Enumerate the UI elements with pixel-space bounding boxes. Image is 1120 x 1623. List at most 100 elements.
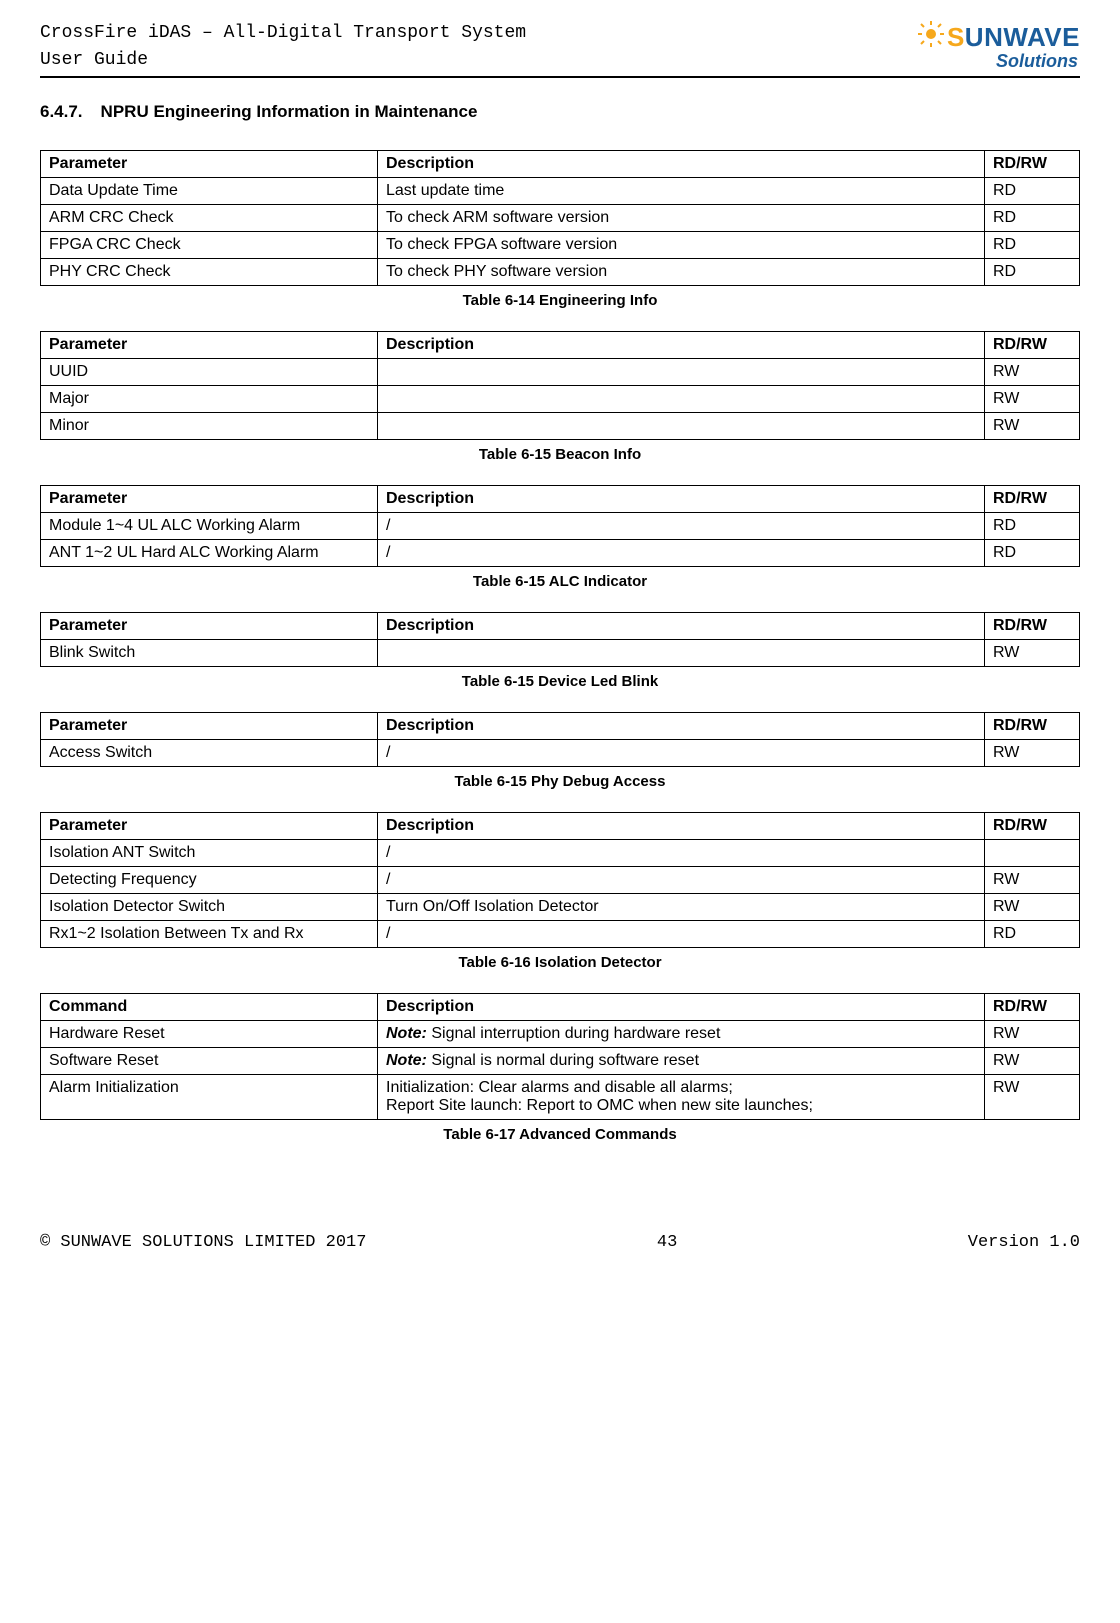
table-cell: Alarm Initialization [41,1075,378,1120]
table-row: Software ResetNote: Signal is normal dur… [41,1048,1080,1075]
table-header-cell: Parameter [41,486,378,513]
table-cell: To check ARM software version [378,205,985,232]
table-cell: Last update time [378,178,985,205]
data-table: ParameterDescriptionRD/RWData Update Tim… [40,150,1080,286]
table-cell: Turn On/Off Isolation Detector [378,894,985,921]
table-cell: RW [985,1021,1080,1048]
table-cell: ANT 1~2 UL Hard ALC Working Alarm [41,540,378,567]
data-table: ParameterDescriptionRD/RWAccess Switch/R… [40,712,1080,767]
table-header-cell: Parameter [41,813,378,840]
table-block: ParameterDescriptionRD/RWUUIDRWMajorRWMi… [40,331,1080,463]
table-cell: RD [985,513,1080,540]
table-cell: RW [985,1075,1080,1120]
table-row: Isolation ANT Switch/ [41,840,1080,867]
footer-page-number: 43 [657,1233,677,1252]
data-table: ParameterDescriptionRD/RWModule 1~4 UL A… [40,485,1080,567]
table-cell: Isolation Detector Switch [41,894,378,921]
table-block: ParameterDescriptionRD/RWAccess Switch/R… [40,712,1080,790]
table-caption: Table 6-14 Engineering Info [40,292,1080,309]
table-row: Detecting Frequency/RW [41,867,1080,894]
table-cell: Isolation ANT Switch [41,840,378,867]
table-cell: / [378,540,985,567]
table-header-cell: Description [378,151,985,178]
table-row: PHY CRC CheckTo check PHY software versi… [41,259,1080,286]
table-header-cell: Description [378,813,985,840]
header-title-line1: CrossFire iDAS – All-Digital Transport S… [40,20,526,47]
table-cell: RW [985,1048,1080,1075]
table-caption: Table 6-17 Advanced Commands [40,1126,1080,1143]
table-header-cell: RD/RW [985,713,1080,740]
logo-text-rest: UNWAVE [965,22,1080,53]
table-cell: RW [985,894,1080,921]
table-cell: RD [985,540,1080,567]
data-table: ParameterDescriptionRD/RWUUIDRWMajorRWMi… [40,331,1080,440]
logo-wordmark: SUNWAVE [917,20,1080,55]
table-row: Data Update TimeLast update timeRD [41,178,1080,205]
table-header-cell: Parameter [41,613,378,640]
brand-logo: SUNWAVE Solutions [917,20,1080,72]
logo-text-s: S [947,22,965,53]
table-row: Alarm InitializationInitialization: Clea… [41,1075,1080,1120]
table-cell [378,386,985,413]
table-cell: Note: Signal is normal during software r… [378,1048,985,1075]
table-cell: RD [985,232,1080,259]
table-cell: Software Reset [41,1048,378,1075]
header-title: CrossFire iDAS – All-Digital Transport S… [40,20,526,74]
table-row: MinorRW [41,413,1080,440]
page-footer: © SUNWAVE SOLUTIONS LIMITED 2017 43 Vers… [40,1233,1080,1262]
table-row: FPGA CRC CheckTo check FPGA software ver… [41,232,1080,259]
table-header-cell: Description [378,332,985,359]
table-cell: UUID [41,359,378,386]
table-cell: ARM CRC Check [41,205,378,232]
section-heading: 6.4.7.NPRU Engineering Information in Ma… [40,102,1080,122]
table-cell: / [378,840,985,867]
table-cell: Note: Signal interruption during hardwar… [378,1021,985,1048]
table-row: Rx1~2 Isolation Between Tx and Rx/RD [41,921,1080,948]
table-header-cell: Description [378,613,985,640]
table-cell: Initialization: Clear alarms and disable… [378,1075,985,1120]
table-row: UUIDRW [41,359,1080,386]
table-cell: RD [985,259,1080,286]
section-title: NPRU Engineering Information in Maintena… [101,102,478,121]
table-row: Blink SwitchRW [41,640,1080,667]
table-cell: RW [985,386,1080,413]
table-header-cell: RD/RW [985,613,1080,640]
table-header-cell: RD/RW [985,994,1080,1021]
table-header-cell: RD/RW [985,813,1080,840]
table-caption: Table 6-15 Phy Debug Access [40,773,1080,790]
header-title-line2: User Guide [40,47,526,74]
table-cell: Hardware Reset [41,1021,378,1048]
table-row: Isolation Detector SwitchTurn On/Off Iso… [41,894,1080,921]
data-table: ParameterDescriptionRD/RWIsolation ANT S… [40,812,1080,948]
table-row: Access Switch/RW [41,740,1080,767]
table-caption: Table 6-15 ALC Indicator [40,573,1080,590]
table-header-cell: Command [41,994,378,1021]
table-cell: RW [985,740,1080,767]
table-cell: RW [985,640,1080,667]
table-cell: To check FPGA software version [378,232,985,259]
page-header: CrossFire iDAS – All-Digital Transport S… [40,20,1080,78]
table-header-cell: Description [378,713,985,740]
table-block: CommandDescriptionRD/RW Hardware ResetNot… [40,993,1080,1143]
table-cell: RW [985,867,1080,894]
sun-icon [917,20,945,55]
table-cell: Detecting Frequency [41,867,378,894]
table-block: ParameterDescriptionRD/RWModule 1~4 UL A… [40,485,1080,590]
table-cell: Minor [41,413,378,440]
table-cell: FPGA CRC Check [41,232,378,259]
table-cell: Module 1~4 UL ALC Working Alarm [41,513,378,540]
table-row: Module 1~4 UL ALC Working Alarm/RD [41,513,1080,540]
table-header-cell: Description [378,994,985,1021]
footer-copyright: © SUNWAVE SOLUTIONS LIMITED 2017 [40,1233,366,1252]
table-block: ParameterDescriptionRD/RWData Update Tim… [40,150,1080,309]
table-cell: To check PHY software version [378,259,985,286]
table-cell: / [378,867,985,894]
data-table: ParameterDescriptionRD/RWBlink SwitchRW [40,612,1080,667]
table-cell [985,840,1080,867]
table-cell: Major [41,386,378,413]
table-cell: / [378,513,985,540]
table-block: ParameterDescriptionRD/RWBlink SwitchRWT… [40,612,1080,690]
table-row: Major RW [41,386,1080,413]
table-cell [378,640,985,667]
table-cell: RD [985,178,1080,205]
